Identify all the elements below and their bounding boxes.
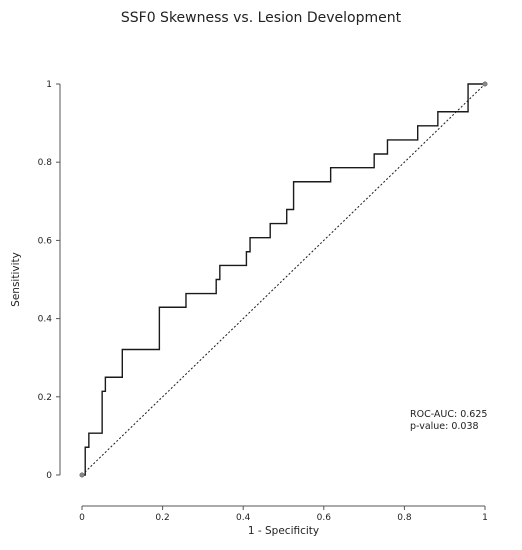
roc-curve-line bbox=[82, 83, 485, 476]
roc-auc-annotation: ROC-AUC: 0.625 bbox=[410, 409, 487, 420]
roc-end-point bbox=[482, 81, 488, 87]
x-tick-label: 0.4 bbox=[236, 513, 251, 523]
x-axis-label: 1 - Specificity bbox=[248, 525, 319, 537]
y-tick-label: 0.2 bbox=[38, 393, 52, 403]
series-lines bbox=[79, 81, 488, 478]
chance-diagonal-line bbox=[81, 83, 486, 476]
y-tick-label: 0 bbox=[46, 471, 52, 481]
x-tick-label: 0.2 bbox=[155, 513, 169, 523]
y-tick-label: 1 bbox=[46, 80, 52, 90]
labels: 0 0.2 0.4 0.6 0.8 1 0 0.2 0.4 0.6 0.8 1 1 - Specific… bbox=[10, 80, 488, 537]
x-tick-label: 1 bbox=[482, 513, 488, 523]
y-axis-label: Sensitivity bbox=[10, 252, 22, 307]
roc-start-point bbox=[79, 472, 85, 478]
chart-title: SSF0 Skewness vs. Lesion Development bbox=[120, 10, 402, 26]
y-tick-label: 0.8 bbox=[38, 158, 53, 168]
p-value-annotation: p-value: 0.038 bbox=[410, 421, 479, 432]
y-tick-label: 0.6 bbox=[38, 236, 53, 246]
tick-marks bbox=[56, 83, 486, 510]
x-tick-label: 0.6 bbox=[317, 513, 332, 523]
y-tick-label: 0.4 bbox=[38, 315, 53, 325]
x-tick-label: 0.8 bbox=[397, 513, 412, 523]
x-tick-label: 0 bbox=[79, 513, 85, 523]
axes bbox=[59, 84, 485, 507]
